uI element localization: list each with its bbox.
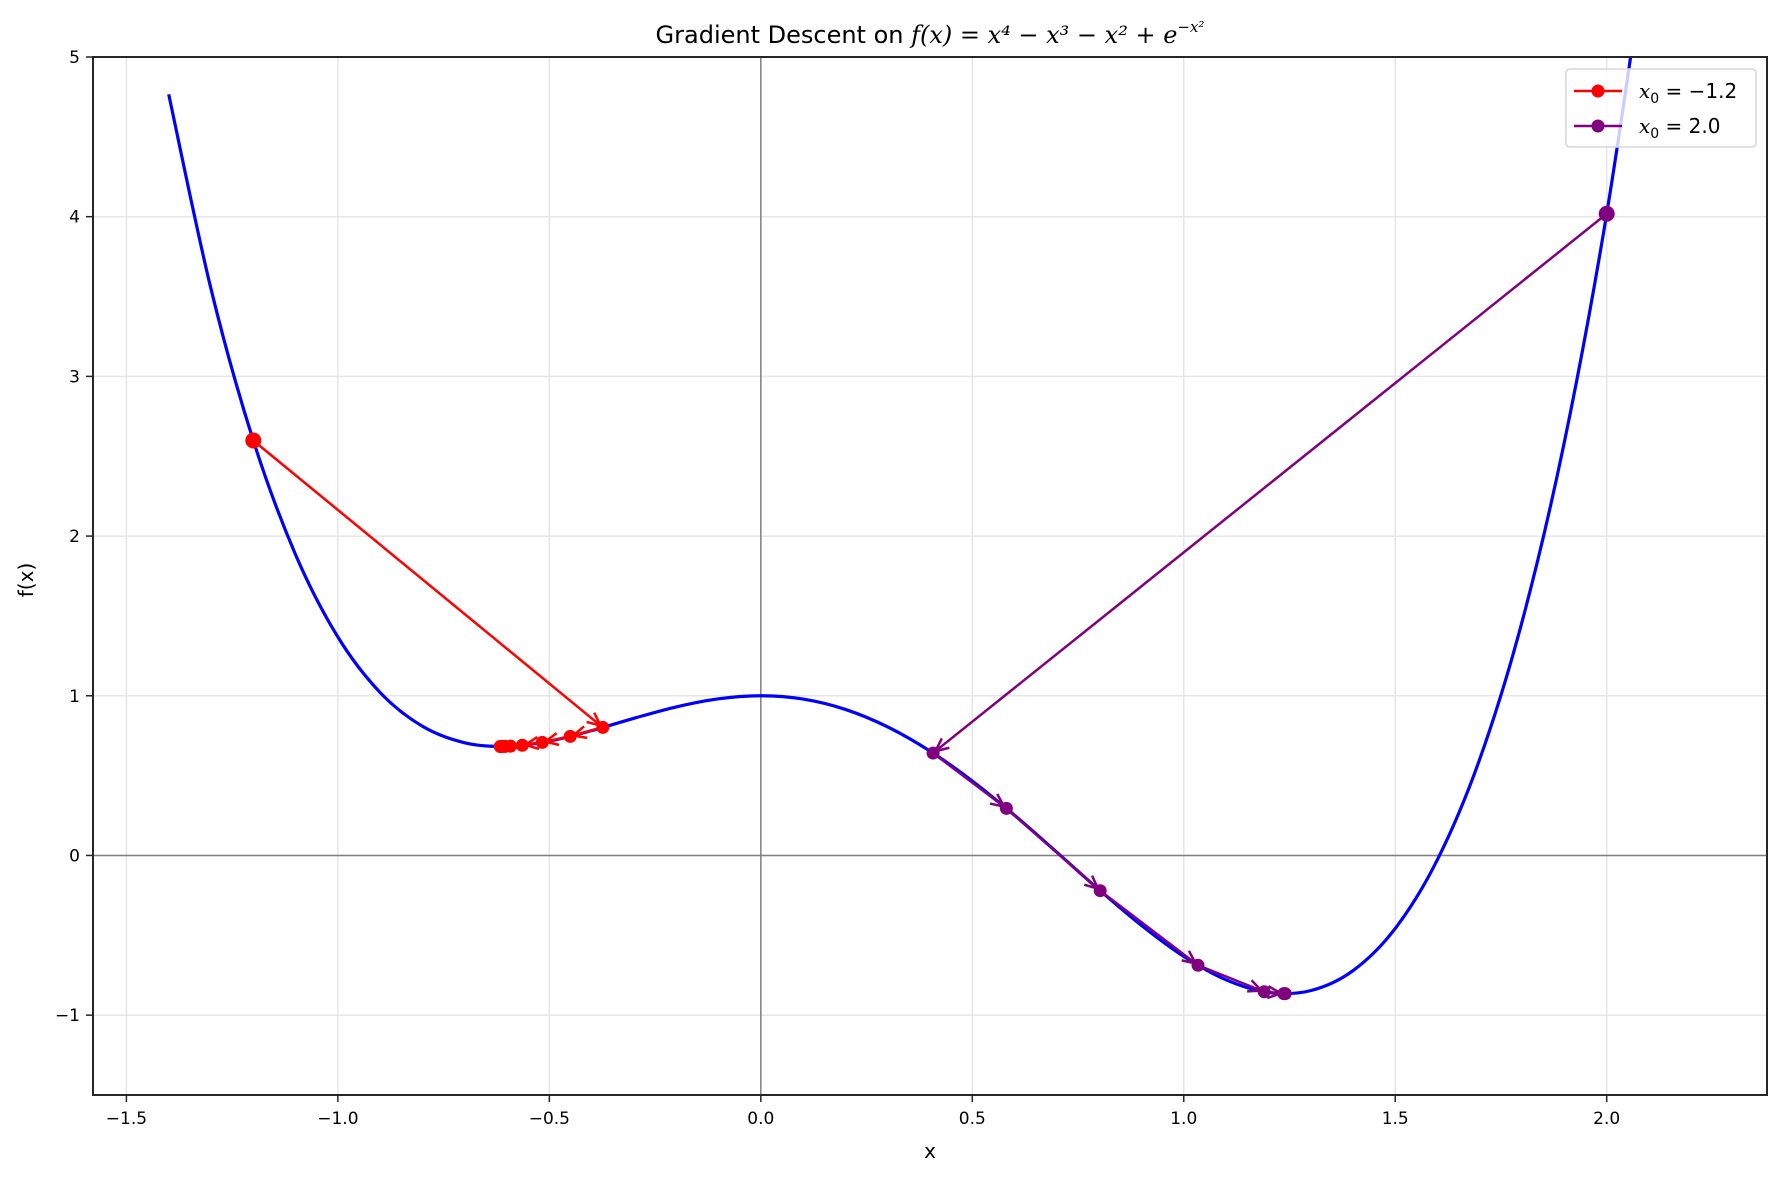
- x-tick-label: 2.0: [1593, 1109, 1620, 1129]
- iterate-marker: [1093, 884, 1107, 898]
- iterate-marker: [515, 738, 529, 752]
- iterate-marker: [1598, 205, 1615, 222]
- descent-paths: [245, 205, 1615, 1001]
- plot-frame: [92, 56, 1768, 1096]
- x-tick-label: 0.5: [959, 1109, 986, 1129]
- iterate-marker: [563, 729, 577, 743]
- x-tick-label: −0.5: [529, 1109, 570, 1129]
- y-tick-label: 4: [69, 208, 80, 228]
- x-tick-label: −1.0: [317, 1109, 358, 1129]
- y-tick-label: 2: [69, 527, 80, 547]
- function-curve: [167, 57, 1633, 996]
- x-tick-label: −1.5: [106, 1109, 147, 1129]
- x-tick-label: 0.0: [747, 1109, 774, 1129]
- legend-item-red: x0 = −1.2: [1574, 79, 1737, 107]
- step-arrow: [1099, 889, 1199, 967]
- y-tick-label: −1: [55, 1006, 80, 1026]
- iterate-marker: [596, 720, 610, 734]
- x-tick-label: 1.5: [1382, 1109, 1409, 1129]
- y-tick-label: 3: [69, 367, 80, 387]
- iterate-marker: [1257, 985, 1271, 999]
- iterate-marker: [926, 746, 940, 760]
- iterate-marker: [493, 739, 507, 753]
- y-tick-label: 1: [69, 687, 80, 707]
- iterate-marker: [1278, 987, 1292, 1001]
- legend-marker-icon: [1591, 119, 1605, 133]
- x-tick-label: 1.0: [1170, 1109, 1197, 1129]
- chart-title: Gradient Descent on f(x) = x⁴ − x³ − x² …: [656, 18, 1205, 49]
- step-arrow: [1005, 807, 1102, 892]
- step-arrow: [252, 439, 604, 729]
- iterate-marker: [1191, 958, 1205, 972]
- legend-item-purple: x0 = 2.0: [1574, 114, 1720, 142]
- y-tick-label: 5: [69, 48, 80, 68]
- legend-box: [1565, 68, 1757, 148]
- iterate-marker: [535, 735, 549, 749]
- legend-label: x0 = 2.0: [1639, 114, 1720, 142]
- y-tick-label: 0: [69, 846, 80, 866]
- step-arrow: [932, 752, 1008, 810]
- grid-lines: [93, 56, 1767, 1095]
- iterate-marker: [245, 432, 262, 449]
- descent-path-1: [926, 205, 1615, 1001]
- iterate-marker: [999, 801, 1013, 815]
- legend-label: x0 = −1.2: [1639, 79, 1737, 107]
- legend-marker-icon: [1591, 84, 1605, 98]
- y-axis-label: f(x): [14, 563, 38, 597]
- x-axis-ticks: −1.5 −1.0 −0.5 0.0 0.5 1.0 1.5 2.0: [106, 1095, 1620, 1129]
- descent-path-0: [245, 432, 610, 753]
- zero-lines: [93, 57, 1767, 1095]
- step-arrow: [932, 212, 1608, 755]
- legend: x0 = −1.2 x0 = 2.0: [1565, 68, 1757, 148]
- y-axis-ticks: −1 0 1 2 3 4 5: [55, 48, 93, 1026]
- step-arrow: [1197, 964, 1265, 993]
- x-axis-label: x: [924, 1139, 936, 1163]
